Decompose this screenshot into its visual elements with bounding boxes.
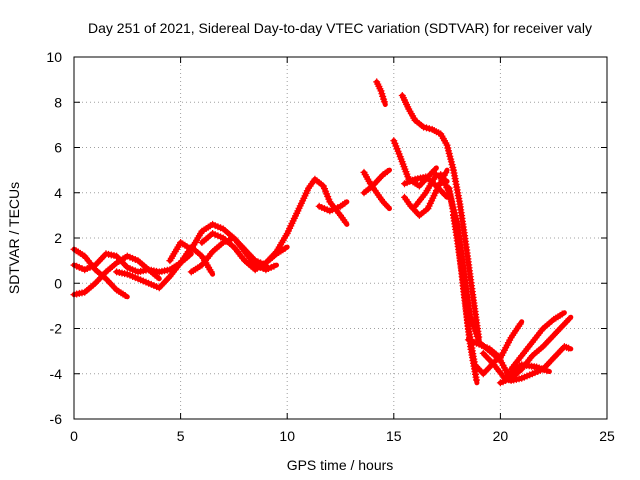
series-markers xyxy=(503,361,551,380)
y-tick-label: -6 xyxy=(50,411,63,427)
series-markers xyxy=(507,310,566,373)
y-axis-label: SDTVAR / TECUs xyxy=(6,182,22,294)
y-tick-label: 6 xyxy=(54,140,62,156)
series-markers xyxy=(360,168,391,197)
series-track-21 xyxy=(464,319,525,362)
series-markers xyxy=(373,78,388,106)
y-tick-label: 10 xyxy=(46,49,62,65)
x-tick-label: 0 xyxy=(70,428,78,444)
x-tick-label: 25 xyxy=(599,428,615,444)
x-tick-label: 15 xyxy=(386,428,402,444)
series-markers xyxy=(398,92,483,341)
series-track-8 xyxy=(262,175,350,267)
x-tick-label: 10 xyxy=(279,428,295,444)
y-tick-label: 4 xyxy=(54,185,62,201)
series-track-24 xyxy=(507,310,567,373)
x-tick-label: 20 xyxy=(493,428,509,444)
y-tick-label: -2 xyxy=(50,321,63,337)
x-tick-label: 5 xyxy=(177,428,185,444)
y-tick-label: 0 xyxy=(54,275,62,291)
chart-title: Day 251 of 2021, Sidereal Day-to-day VTE… xyxy=(88,20,592,36)
series-markers xyxy=(464,320,524,362)
plot-frame xyxy=(73,56,608,420)
x-axis-label: GPS time / hours xyxy=(287,457,394,473)
series-track-12 xyxy=(373,78,388,107)
series-markers xyxy=(315,199,349,215)
series-track-17 xyxy=(398,92,483,343)
series-track-13 xyxy=(390,137,439,190)
series-layer xyxy=(70,78,574,387)
y-tick-label: 8 xyxy=(54,94,62,110)
series-track-11 xyxy=(360,167,392,197)
y-tick-label: 2 xyxy=(54,230,62,246)
series-track-25 xyxy=(503,361,552,380)
series-track-6 xyxy=(187,234,279,276)
y-tick-label: -4 xyxy=(50,366,63,382)
axis-layer: 0 5 10 15 20 25 -6 -4 -2 0 2 4 6 8 10 xyxy=(46,49,615,444)
series-track-9 xyxy=(315,199,350,215)
